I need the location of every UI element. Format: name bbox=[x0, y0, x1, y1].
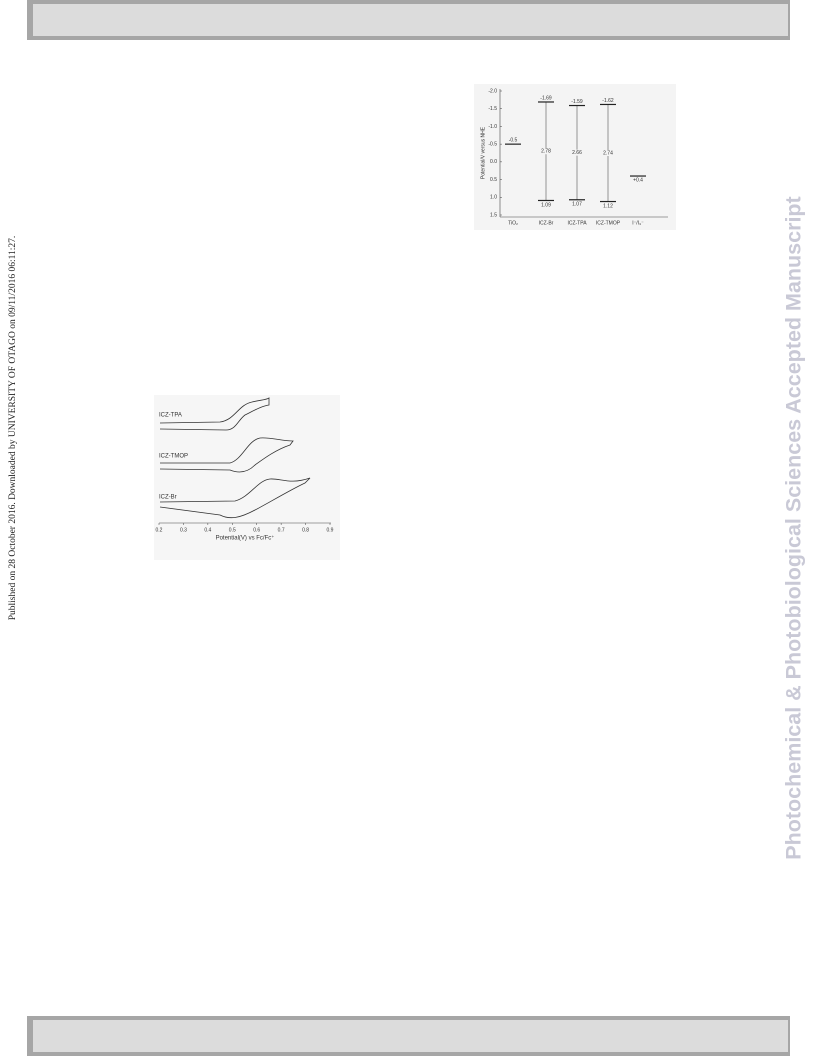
curve bbox=[159, 397, 270, 431]
gap-label-bg bbox=[602, 150, 614, 156]
x-tick-label: 0.5 bbox=[229, 527, 236, 533]
y-tick-label: -1.0 bbox=[488, 124, 497, 130]
level-label: -0.5 bbox=[509, 137, 518, 143]
curve-label: ICZ-Br bbox=[159, 495, 177, 501]
x-tick-label: 0.4 bbox=[204, 527, 211, 533]
curve bbox=[159, 437, 294, 473]
x-tick-label: 0.3 bbox=[180, 527, 187, 533]
header-inner bbox=[33, 4, 788, 36]
x-tick-label: 0.2 bbox=[156, 527, 163, 533]
lumo-label: -1.62 bbox=[602, 98, 614, 104]
column-label: TiO₂ bbox=[508, 220, 518, 226]
column-label: ICZ-TPA bbox=[567, 220, 587, 226]
y-tick-label: 1.0 bbox=[490, 195, 497, 201]
energy-figure: Potential/V versus NHE -2.0 -1.5 -1.0 -0.5 0… bbox=[474, 84, 676, 230]
gap-label: 2.74 bbox=[603, 150, 613, 156]
footer-inner bbox=[33, 1020, 788, 1052]
column-label: I⁻/I₃⁻ bbox=[632, 220, 644, 226]
y-tick-label: 1.5 bbox=[490, 212, 497, 218]
lumo-label: -1.69 bbox=[540, 95, 552, 101]
y-tick-label: -2.0 bbox=[488, 88, 497, 94]
x-tick-label: 0.8 bbox=[302, 527, 309, 533]
homo-label: 1.07 bbox=[572, 202, 582, 208]
column-label: ICZ-TMOP bbox=[596, 220, 621, 226]
column-label: ICZ-Br bbox=[539, 220, 554, 226]
homo-label: 1.12 bbox=[603, 203, 613, 209]
figure-background bbox=[474, 84, 676, 230]
cv-figure: Potential(V) vs Fc/Fc⁺ 0.2 0.3 0.4 0.5 0.6 0.… bbox=[154, 395, 340, 560]
y-tick-label: -0.5 bbox=[488, 141, 497, 147]
curve bbox=[159, 477, 311, 519]
gap-label: 2.66 bbox=[572, 150, 582, 156]
y-tick-label: -1.5 bbox=[488, 106, 497, 112]
lumo-label: -1.59 bbox=[571, 99, 583, 105]
curve-label: ICZ-TPA bbox=[159, 413, 182, 419]
y-axis-label: Potential/V versus NHE bbox=[480, 126, 486, 179]
side-note: Published on 28 October 2016. Downloaded… bbox=[8, 236, 18, 621]
level-label: +0.4 bbox=[633, 177, 643, 183]
gap-label-bg bbox=[540, 148, 552, 155]
gap-label: 2.78 bbox=[541, 149, 551, 155]
x-tick-label: 0.9 bbox=[327, 527, 334, 533]
x-tick-label: 0.7 bbox=[278, 527, 285, 533]
homo-label: 1.09 bbox=[541, 202, 551, 208]
x-tick-label: 0.6 bbox=[253, 527, 260, 533]
curve-label: ICZ-TMOP bbox=[159, 454, 188, 460]
x-axis-label: Potential(V) vs Fc/Fc⁺ bbox=[216, 535, 275, 542]
gap-label-bg bbox=[571, 149, 583, 156]
watermark: Photochemical & Photobiological Sciences… bbox=[782, 196, 806, 859]
y-tick-label: 0.5 bbox=[490, 177, 497, 183]
y-tick-label: 0.0 bbox=[490, 159, 497, 165]
